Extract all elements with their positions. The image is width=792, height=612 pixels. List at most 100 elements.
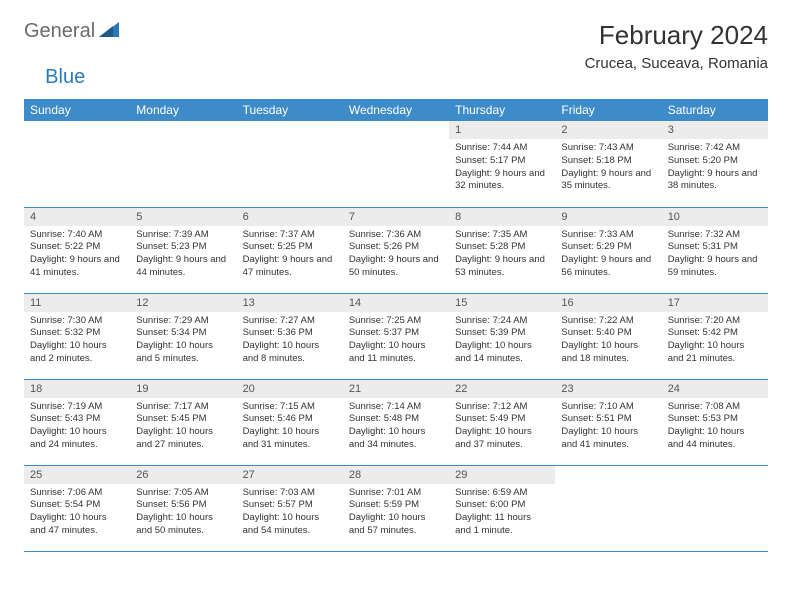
day-data: Sunrise: 7:44 AMSunset: 5:17 PMDaylight:…	[449, 139, 555, 196]
brand-part1: General	[24, 20, 95, 43]
day-data: Sunrise: 7:29 AMSunset: 5:34 PMDaylight:…	[130, 312, 236, 369]
calendar-day-cell: 26Sunrise: 7:05 AMSunset: 5:56 PMDayligh…	[130, 465, 236, 551]
day-header: Monday	[130, 99, 236, 121]
day-number: 25	[24, 466, 130, 484]
day-data: Sunrise: 7:27 AMSunset: 5:36 PMDaylight:…	[237, 312, 343, 369]
day-number: 17	[662, 294, 768, 312]
calendar-day-cell: 27Sunrise: 7:03 AMSunset: 5:57 PMDayligh…	[237, 465, 343, 551]
day-number: 7	[343, 208, 449, 226]
day-number: 26	[130, 466, 236, 484]
day-data: Sunrise: 7:10 AMSunset: 5:51 PMDaylight:…	[555, 398, 661, 455]
calendar-day-cell: 10Sunrise: 7:32 AMSunset: 5:31 PMDayligh…	[662, 207, 768, 293]
brand-part2: Blue	[45, 66, 85, 89]
title-block: February 2024 Crucea, Suceava, Romania	[585, 20, 768, 72]
day-data: Sunrise: 7:39 AMSunset: 5:23 PMDaylight:…	[130, 226, 236, 283]
calendar-day-cell: 25Sunrise: 7:06 AMSunset: 5:54 PMDayligh…	[24, 465, 130, 551]
calendar-day-cell: 9Sunrise: 7:33 AMSunset: 5:29 PMDaylight…	[555, 207, 661, 293]
day-data: Sunrise: 7:43 AMSunset: 5:18 PMDaylight:…	[555, 139, 661, 196]
day-number: 27	[237, 466, 343, 484]
day-data: Sunrise: 7:40 AMSunset: 5:22 PMDaylight:…	[24, 226, 130, 283]
calendar-day-cell: 8Sunrise: 7:35 AMSunset: 5:28 PMDaylight…	[449, 207, 555, 293]
calendar-day-cell: 20Sunrise: 7:15 AMSunset: 5:46 PMDayligh…	[237, 379, 343, 465]
day-data: Sunrise: 7:42 AMSunset: 5:20 PMDaylight:…	[662, 139, 768, 196]
day-data: Sunrise: 7:05 AMSunset: 5:56 PMDaylight:…	[130, 484, 236, 541]
day-data: Sunrise: 7:17 AMSunset: 5:45 PMDaylight:…	[130, 398, 236, 455]
day-data: Sunrise: 7:14 AMSunset: 5:48 PMDaylight:…	[343, 398, 449, 455]
calendar-week-row: 1Sunrise: 7:44 AMSunset: 5:17 PMDaylight…	[24, 121, 768, 207]
day-number: 15	[449, 294, 555, 312]
day-number: 16	[555, 294, 661, 312]
day-number: 24	[662, 380, 768, 398]
day-data: Sunrise: 7:08 AMSunset: 5:53 PMDaylight:…	[662, 398, 768, 455]
calendar-day-cell: 15Sunrise: 7:24 AMSunset: 5:39 PMDayligh…	[449, 293, 555, 379]
calendar-body: 1Sunrise: 7:44 AMSunset: 5:17 PMDaylight…	[24, 121, 768, 551]
calendar-day-cell: 11Sunrise: 7:30 AMSunset: 5:32 PMDayligh…	[24, 293, 130, 379]
page-header: General February 2024 Crucea, Suceava, R…	[24, 20, 768, 72]
day-header: Thursday	[449, 99, 555, 121]
calendar-day-cell: 28Sunrise: 7:01 AMSunset: 5:59 PMDayligh…	[343, 465, 449, 551]
day-data: Sunrise: 7:06 AMSunset: 5:54 PMDaylight:…	[24, 484, 130, 541]
day-data: Sunrise: 7:03 AMSunset: 5:57 PMDaylight:…	[237, 484, 343, 541]
calendar-day-cell: 21Sunrise: 7:14 AMSunset: 5:48 PMDayligh…	[343, 379, 449, 465]
calendar-day-cell: 13Sunrise: 7:27 AMSunset: 5:36 PMDayligh…	[237, 293, 343, 379]
day-data: Sunrise: 7:33 AMSunset: 5:29 PMDaylight:…	[555, 226, 661, 283]
calendar-empty-cell	[662, 465, 768, 551]
calendar-empty-cell	[343, 121, 449, 207]
calendar-empty-cell	[130, 121, 236, 207]
day-data: Sunrise: 7:12 AMSunset: 5:49 PMDaylight:…	[449, 398, 555, 455]
day-header: Tuesday	[237, 99, 343, 121]
calendar-day-cell: 23Sunrise: 7:10 AMSunset: 5:51 PMDayligh…	[555, 379, 661, 465]
calendar-day-cell: 29Sunrise: 6:59 AMSunset: 6:00 PMDayligh…	[449, 465, 555, 551]
day-number: 18	[24, 380, 130, 398]
calendar-day-cell: 5Sunrise: 7:39 AMSunset: 5:23 PMDaylight…	[130, 207, 236, 293]
calendar-day-cell: 7Sunrise: 7:36 AMSunset: 5:26 PMDaylight…	[343, 207, 449, 293]
day-data: Sunrise: 7:36 AMSunset: 5:26 PMDaylight:…	[343, 226, 449, 283]
day-data: Sunrise: 7:32 AMSunset: 5:31 PMDaylight:…	[662, 226, 768, 283]
day-number: 9	[555, 208, 661, 226]
day-number: 20	[237, 380, 343, 398]
day-number: 6	[237, 208, 343, 226]
day-data: Sunrise: 6:59 AMSunset: 6:00 PMDaylight:…	[449, 484, 555, 541]
calendar-day-cell: 19Sunrise: 7:17 AMSunset: 5:45 PMDayligh…	[130, 379, 236, 465]
calendar-day-cell: 17Sunrise: 7:20 AMSunset: 5:42 PMDayligh…	[662, 293, 768, 379]
calendar-day-cell: 2Sunrise: 7:43 AMSunset: 5:18 PMDaylight…	[555, 121, 661, 207]
day-header: Wednesday	[343, 99, 449, 121]
calendar-empty-cell	[237, 121, 343, 207]
month-title: February 2024	[585, 20, 768, 51]
calendar-day-cell: 22Sunrise: 7:12 AMSunset: 5:49 PMDayligh…	[449, 379, 555, 465]
day-number: 23	[555, 380, 661, 398]
calendar-table: SundayMondayTuesdayWednesdayThursdayFrid…	[24, 99, 768, 552]
day-number: 5	[130, 208, 236, 226]
day-number: 29	[449, 466, 555, 484]
day-number: 14	[343, 294, 449, 312]
day-number: 21	[343, 380, 449, 398]
day-data: Sunrise: 7:19 AMSunset: 5:43 PMDaylight:…	[24, 398, 130, 455]
calendar-day-cell: 12Sunrise: 7:29 AMSunset: 5:34 PMDayligh…	[130, 293, 236, 379]
day-number: 11	[24, 294, 130, 312]
calendar-empty-cell	[555, 465, 661, 551]
calendar-day-cell: 6Sunrise: 7:37 AMSunset: 5:25 PMDaylight…	[237, 207, 343, 293]
day-data: Sunrise: 7:30 AMSunset: 5:32 PMDaylight:…	[24, 312, 130, 369]
day-number: 22	[449, 380, 555, 398]
day-number: 13	[237, 294, 343, 312]
day-data: Sunrise: 7:20 AMSunset: 5:42 PMDaylight:…	[662, 312, 768, 369]
day-number: 10	[662, 208, 768, 226]
day-number: 2	[555, 121, 661, 139]
day-number: 12	[130, 294, 236, 312]
day-header: Saturday	[662, 99, 768, 121]
calendar-week-row: 4Sunrise: 7:40 AMSunset: 5:22 PMDaylight…	[24, 207, 768, 293]
day-header-row: SundayMondayTuesdayWednesdayThursdayFrid…	[24, 99, 768, 121]
day-header: Friday	[555, 99, 661, 121]
calendar-day-cell: 24Sunrise: 7:08 AMSunset: 5:53 PMDayligh…	[662, 379, 768, 465]
day-data: Sunrise: 7:25 AMSunset: 5:37 PMDaylight:…	[343, 312, 449, 369]
day-header: Sunday	[24, 99, 130, 121]
day-number: 1	[449, 121, 555, 139]
calendar-day-cell: 3Sunrise: 7:42 AMSunset: 5:20 PMDaylight…	[662, 121, 768, 207]
calendar-day-cell: 4Sunrise: 7:40 AMSunset: 5:22 PMDaylight…	[24, 207, 130, 293]
day-data: Sunrise: 7:01 AMSunset: 5:59 PMDaylight:…	[343, 484, 449, 541]
calendar-day-cell: 1Sunrise: 7:44 AMSunset: 5:17 PMDaylight…	[449, 121, 555, 207]
calendar-week-row: 25Sunrise: 7:06 AMSunset: 5:54 PMDayligh…	[24, 465, 768, 551]
brand-logo: General	[24, 20, 123, 43]
day-number: 19	[130, 380, 236, 398]
calendar-day-cell: 18Sunrise: 7:19 AMSunset: 5:43 PMDayligh…	[24, 379, 130, 465]
